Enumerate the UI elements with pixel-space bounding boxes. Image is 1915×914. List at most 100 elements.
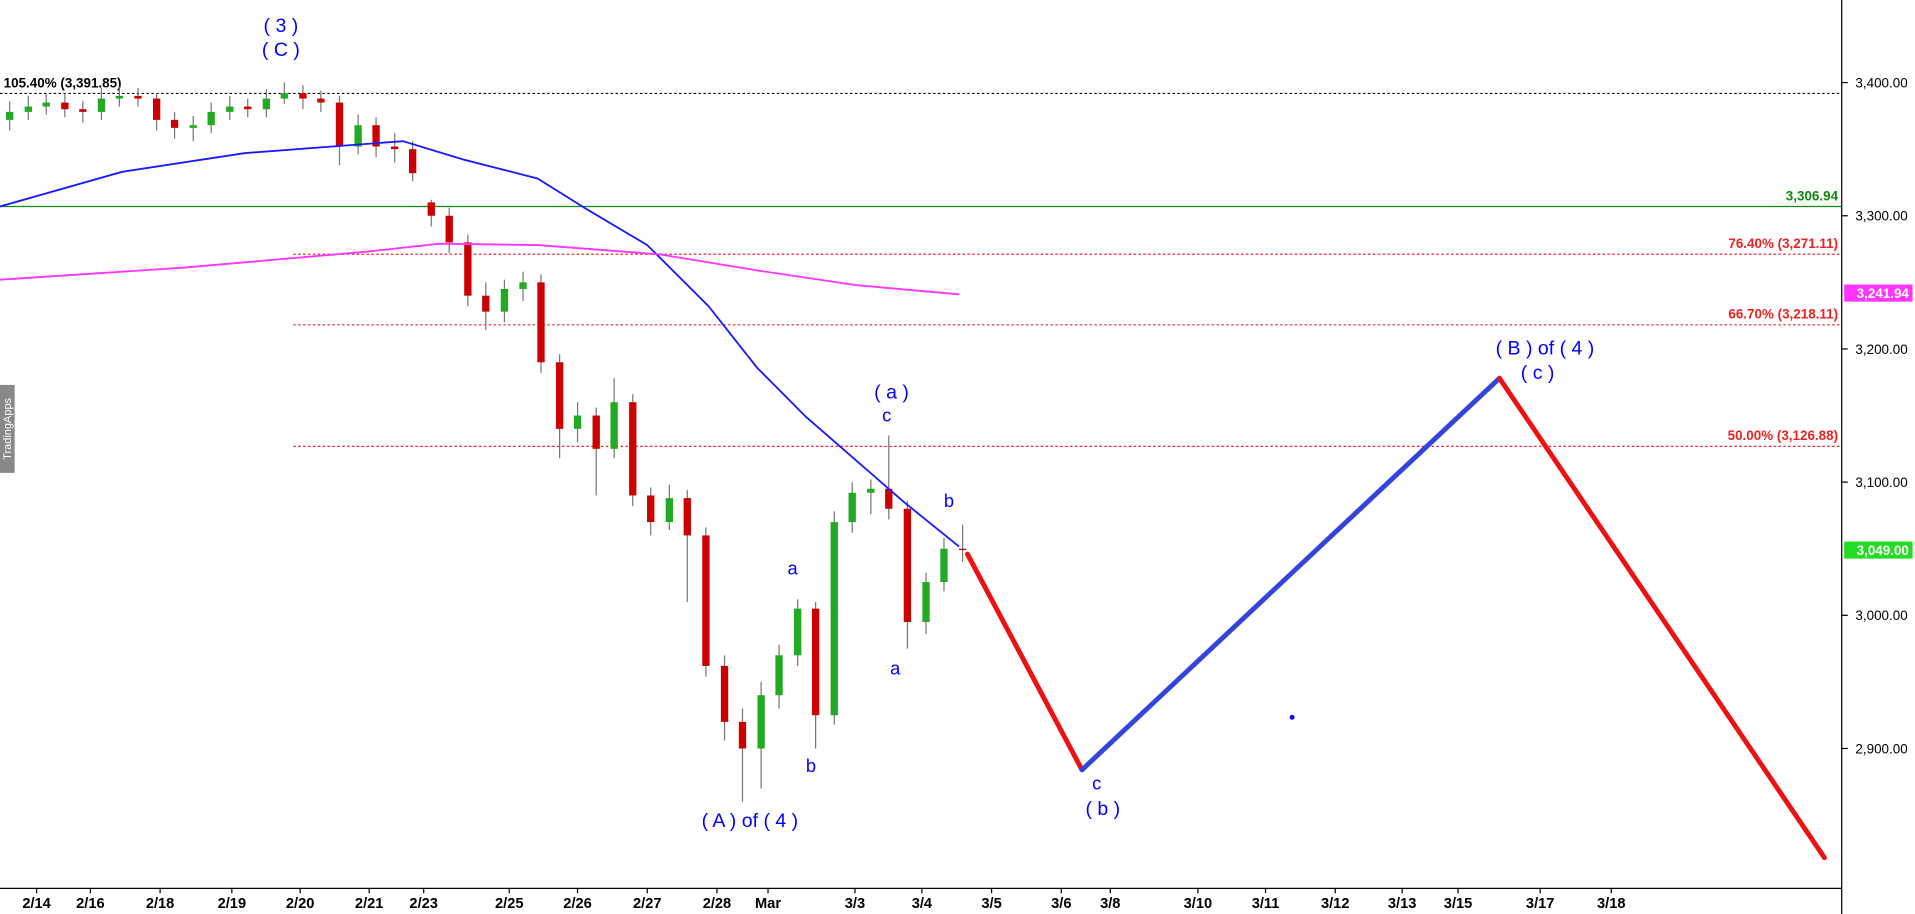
wave-label: a <box>890 657 901 678</box>
overlay-line <box>1079 375 1502 773</box>
overlay-line <box>0 242 960 296</box>
candle-body <box>170 119 179 128</box>
candle-body <box>391 146 399 150</box>
wave-label: ( C ) <box>262 39 300 61</box>
candle-body <box>903 508 912 622</box>
x-tick-label: 3/18 <box>1597 896 1625 912</box>
level-label: 3,306.94 <box>1786 188 1839 203</box>
candle-body <box>152 98 161 120</box>
price-tag <box>1844 541 1913 559</box>
candle-body <box>115 95 124 99</box>
candle-body <box>299 93 307 99</box>
x-tick-label: 2/16 <box>76 896 104 912</box>
x-tick-label: 3/8 <box>1100 896 1120 912</box>
x-tick-label: 2/26 <box>563 896 591 912</box>
wave-label: ( B ) of ( 4 ) <box>1496 337 1595 359</box>
wave-label: ( a ) <box>874 381 909 403</box>
candle-body <box>885 488 893 509</box>
candle-body <box>226 106 234 112</box>
x-tick-label: 3/10 <box>1184 896 1212 912</box>
candle-body <box>189 125 197 128</box>
level-label: 50.00% (3,126.88) <box>1728 428 1838 443</box>
candle-body <box>775 655 783 696</box>
candle-body <box>592 415 600 449</box>
candle-body <box>958 548 967 551</box>
candle-body <box>262 98 271 110</box>
candle-body <box>427 202 435 216</box>
x-tick-label: 3/5 <box>981 896 1001 912</box>
price-tag-label: 3,049.00 <box>1857 543 1909 558</box>
y-tick-label: 3,000.00 <box>1855 608 1907 623</box>
candle-body <box>354 125 362 147</box>
candle-body <box>811 608 820 716</box>
x-tick-label: 3/6 <box>1051 896 1071 912</box>
x-tick-label: 2/21 <box>355 896 383 912</box>
candle-body <box>738 721 747 749</box>
candle-body <box>922 582 930 622</box>
wave-label: c <box>1092 772 1101 793</box>
x-tick-label: 2/14 <box>22 896 51 912</box>
y-tick-label: 3,300.00 <box>1855 209 1907 224</box>
wave-label: ( A ) of ( 4 ) <box>702 810 799 832</box>
candle-body <box>372 125 380 147</box>
x-tick-label: 3/3 <box>845 896 865 912</box>
y-tick-label: 3,200.00 <box>1855 342 1907 357</box>
wave-label: ( b ) <box>1085 798 1120 820</box>
x-tick-label: 3/15 <box>1444 896 1472 912</box>
candle-body <box>408 149 417 174</box>
candle-body <box>555 362 564 429</box>
candle-body <box>519 282 527 290</box>
candle-body <box>848 492 856 523</box>
x-tick-label: 2/25 <box>495 896 523 912</box>
price-tag-label: 3,241.94 <box>1857 286 1910 301</box>
candle-body <box>482 295 490 312</box>
candle-body <box>5 111 14 120</box>
candle-body <box>42 102 50 107</box>
y-tick-label: 3,100.00 <box>1855 475 1907 490</box>
candle-body <box>757 695 765 749</box>
candle-body <box>24 106 32 112</box>
wave-label: c <box>882 405 891 426</box>
candle-body <box>244 106 252 110</box>
level-label: 105.40% (3,391.85) <box>4 75 122 90</box>
x-tick-label: 3/17 <box>1526 896 1554 912</box>
candle-body <box>280 93 288 99</box>
x-tick-label: Mar <box>755 896 781 912</box>
candle-body <box>464 242 472 296</box>
wave-label: a <box>788 557 799 578</box>
y-tick-label: 3,400.00 <box>1855 75 1907 90</box>
x-tick-label: 2/27 <box>633 896 661 912</box>
marker-dot <box>1289 714 1295 720</box>
candle-body <box>683 498 691 536</box>
overlay-line <box>0 140 960 547</box>
candle-body <box>79 109 87 112</box>
x-tick-label: 2/20 <box>286 896 314 912</box>
candle-body <box>629 402 637 496</box>
candle-body <box>610 402 618 449</box>
x-tick-label: 3/12 <box>1321 896 1349 912</box>
candle-body <box>445 215 453 243</box>
candle-body <box>794 608 802 656</box>
watermark: TradingApps <box>2 397 14 459</box>
candle-body <box>134 95 142 99</box>
overlay-line <box>964 551 1085 773</box>
x-tick-label: 3/4 <box>912 896 933 912</box>
y-tick-label: 2,900.00 <box>1855 741 1907 756</box>
wave-label: b <box>806 755 816 776</box>
candle-body <box>335 102 344 147</box>
level-label: 76.40% (3,271.11) <box>1728 236 1838 251</box>
x-tick-label: 2/28 <box>703 896 731 912</box>
overlay-line <box>1497 375 1827 861</box>
candle-body <box>940 548 948 583</box>
wave-label: ( 3 ) <box>264 15 299 37</box>
candle-body <box>720 665 729 722</box>
price-tag <box>1844 284 1913 302</box>
watermark-tab <box>0 384 15 473</box>
candle-body <box>500 289 509 312</box>
candle-body <box>573 415 582 429</box>
candle-body <box>61 102 69 110</box>
candle-body <box>830 522 838 716</box>
